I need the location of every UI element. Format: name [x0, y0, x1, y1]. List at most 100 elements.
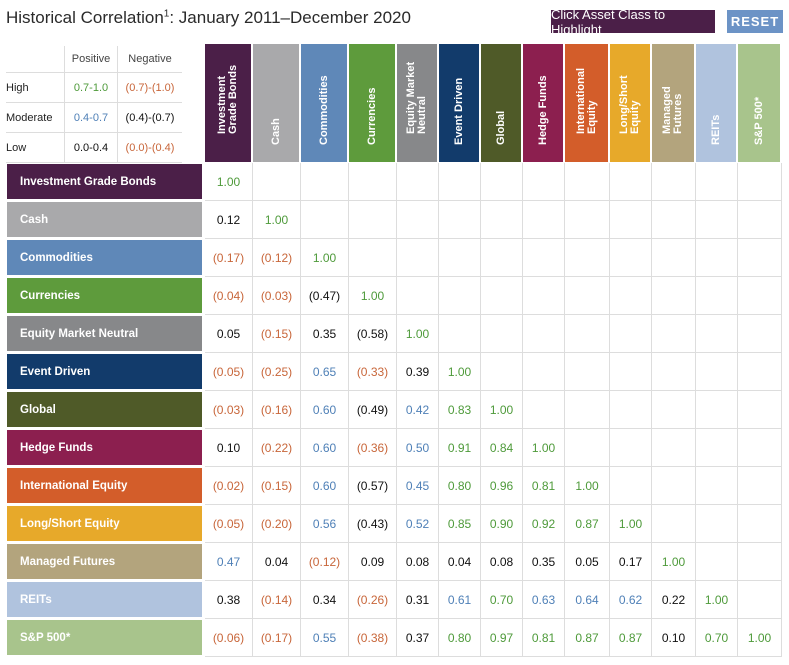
correlation-cell: 0.63 [523, 581, 565, 619]
empty-cell [349, 163, 397, 201]
row-header-hedge-funds[interactable]: Hedge Funds [7, 430, 202, 465]
row-header-commodities[interactable]: Commodities [7, 240, 202, 275]
correlation-cell: 1.00 [349, 277, 397, 315]
correlation-cell: 0.12 [205, 201, 253, 239]
correlation-cell: (0.47) [301, 277, 349, 315]
row-header-long-short-equity[interactable]: Long/Short Equity [7, 506, 202, 541]
empty-cell [652, 201, 696, 239]
legend-label: Low [6, 141, 27, 154]
correlation-cell: 1.00 [738, 619, 782, 657]
empty-cell [738, 429, 782, 467]
empty-cell [738, 353, 782, 391]
empty-cell [696, 543, 738, 581]
empty-cell [439, 239, 481, 277]
highlight-asset-class-button[interactable]: Click Asset Class to Highlight [551, 7, 715, 37]
empty-cell [523, 277, 565, 315]
correlation-cell: (0.38) [349, 619, 397, 657]
empty-cell [349, 201, 397, 239]
correlation-cell: 0.31 [397, 581, 439, 619]
row-header-equity-market-neutral[interactable]: Equity Market Neutral [7, 316, 202, 351]
reset-button[interactable]: RESET [727, 10, 783, 33]
correlation-cell: 1.00 [439, 353, 481, 391]
correlation-cell: 0.65 [301, 353, 349, 391]
correlation-cell: 0.22 [652, 581, 696, 619]
empty-cell [652, 391, 696, 429]
column-header-managed-futures[interactable]: Managed Futures [652, 44, 694, 162]
empty-cell [610, 277, 652, 315]
empty-cell [738, 163, 782, 201]
correlation-cell: 0.34 [301, 581, 349, 619]
correlation-cell: 0.35 [523, 543, 565, 581]
empty-cell [481, 201, 523, 239]
correlation-cell: 1.00 [652, 543, 696, 581]
row-header-investment-grade-bonds[interactable]: Investment Grade Bonds [7, 164, 202, 199]
legend-row-moderate: Moderate 0.4-0.7 (0.4)-(0.7) [6, 103, 182, 133]
empty-cell [738, 277, 782, 315]
correlation-cell: 0.45 [397, 467, 439, 505]
column-header-s-p-500[interactable]: S&P 500* [738, 44, 780, 162]
empty-cell [610, 239, 652, 277]
column-header-commodities[interactable]: Commodities [301, 44, 347, 162]
empty-cell [397, 201, 439, 239]
empty-cell [523, 315, 565, 353]
column-header-cash[interactable]: Cash [253, 44, 299, 162]
column-header-long-short-equity[interactable]: Long/Short Equity [610, 44, 650, 162]
column-header-label: Commodities [317, 75, 330, 145]
correlation-cell: (0.04) [205, 277, 253, 315]
correlation-cell: 0.64 [565, 581, 610, 619]
title-date-range: : January 2011–December 2020 [169, 8, 411, 27]
empty-cell [610, 163, 652, 201]
row-header-s-p-500[interactable]: S&P 500* [7, 620, 202, 655]
correlation-cell: (0.22) [253, 429, 301, 467]
empty-cell [738, 391, 782, 429]
column-header-label: Managed Futures [661, 86, 684, 134]
column-header-international-equity[interactable]: International Equity [565, 44, 608, 162]
empty-cell [696, 467, 738, 505]
empty-cell [652, 277, 696, 315]
empty-cell [610, 353, 652, 391]
correlation-cell: (0.12) [301, 543, 349, 581]
column-header-reits[interactable]: REITs [696, 44, 736, 162]
column-header-event-driven[interactable]: Event Driven [439, 44, 479, 162]
legend-positive-header: Positive [64, 46, 118, 72]
column-header-hedge-funds[interactable]: Hedge Funds [523, 44, 563, 162]
legend-negative-range: (0.0)-(0.4) [125, 141, 175, 154]
correlation-cell: 0.10 [652, 619, 696, 657]
empty-cell [610, 391, 652, 429]
legend-negative-range: (0.4)-(0.7) [125, 111, 175, 124]
correlation-cell: 1.00 [253, 201, 301, 239]
correlation-cell: 0.90 [481, 505, 523, 543]
title-text: Historical Correlation [6, 8, 164, 27]
correlation-cell: (0.15) [253, 315, 301, 353]
correlation-cell: 0.35 [301, 315, 349, 353]
row-header-managed-futures[interactable]: Managed Futures [7, 544, 202, 579]
correlation-cell: 0.81 [523, 619, 565, 657]
row-header-event-driven[interactable]: Event Driven [7, 354, 202, 389]
empty-cell [565, 315, 610, 353]
correlation-cell: 0.08 [481, 543, 523, 581]
column-header-global[interactable]: Global [481, 44, 521, 162]
empty-cell [523, 391, 565, 429]
empty-cell [349, 239, 397, 277]
row-header-cash[interactable]: Cash [7, 202, 202, 237]
column-header-equity-market-neutral[interactable]: Equity Market Neutral [397, 44, 437, 162]
empty-cell [523, 201, 565, 239]
correlation-cell: 0.97 [481, 619, 523, 657]
correlation-cell: 1.00 [696, 581, 738, 619]
correlation-cell: 0.09 [349, 543, 397, 581]
row-header-currencies[interactable]: Currencies [7, 278, 202, 313]
correlation-cell: (0.49) [349, 391, 397, 429]
row-header-reits[interactable]: REITs [7, 582, 202, 617]
row-header-international-equity[interactable]: International Equity [7, 468, 202, 503]
empty-cell [253, 163, 301, 201]
row-header-global[interactable]: Global [7, 392, 202, 427]
empty-cell [565, 391, 610, 429]
empty-cell [301, 163, 349, 201]
correlation-cell: 1.00 [301, 239, 349, 277]
column-header-investment-grade-bonds[interactable]: Investment Grade Bonds [205, 44, 251, 162]
correlation-cell: (0.05) [205, 505, 253, 543]
correlation-cell: (0.17) [253, 619, 301, 657]
column-header-currencies[interactable]: Currencies [349, 44, 395, 162]
empty-cell [738, 201, 782, 239]
empty-cell [652, 163, 696, 201]
